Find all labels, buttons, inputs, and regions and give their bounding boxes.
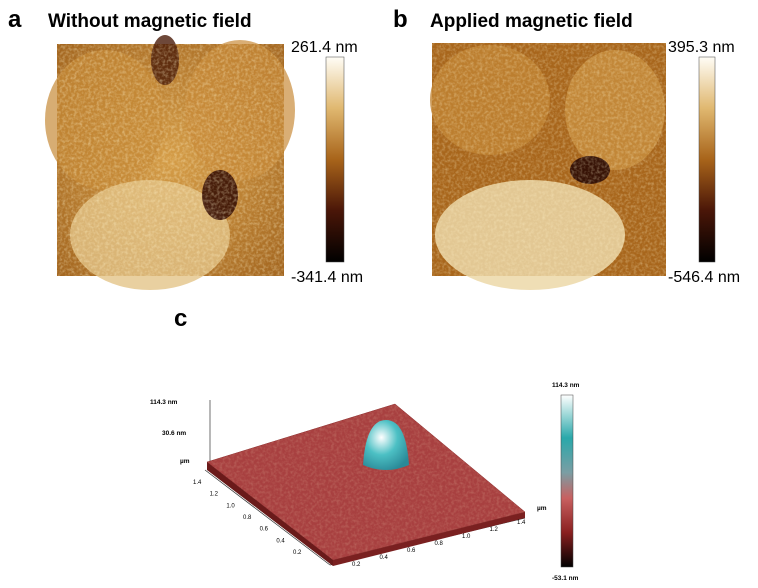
colorbar-min: -546.4 nm	[668, 269, 740, 286]
y-tick-label: 0.6	[260, 527, 269, 533]
x-tick-label: 1.0	[462, 534, 471, 540]
y-tick-label: 0.2	[293, 550, 302, 556]
y-tick-label: 1.2	[210, 492, 219, 498]
colorbar-min: -341.4 nm	[291, 269, 363, 286]
panel-letter: c	[174, 305, 187, 332]
colorbar-min: -53.1 nm	[552, 575, 579, 582]
y-tick-label: 1.0	[226, 503, 235, 509]
panel-title: Applied magnetic field	[430, 11, 633, 32]
colorbar	[699, 57, 715, 262]
x-tick-label: 1.4	[517, 520, 526, 526]
x-axis-unit: µm	[537, 505, 547, 512]
x-tick-label: 0.6	[407, 548, 416, 554]
afm-image	[45, 35, 295, 290]
y-tick-label: 0.8	[243, 515, 252, 521]
panel-letter: b	[393, 6, 408, 33]
panel-title: Without magnetic field	[48, 11, 252, 32]
afm-image	[430, 43, 666, 290]
y-tick-label: 0.4	[276, 538, 285, 544]
y-tick-label: 1.4	[193, 480, 202, 486]
z-axis-max: 114.3 nm	[150, 399, 178, 406]
x-tick-label: 0.8	[435, 541, 444, 547]
figure: a Without magnetic field 261.4 nm -341.4…	[0, 0, 758, 588]
x-tick-label: 1.2	[490, 527, 499, 533]
x-tick-label: 0.2	[352, 562, 361, 568]
z-axis-mid: 30.6 nm	[162, 430, 186, 437]
colorbar	[561, 395, 573, 567]
z-axis-unit: µm	[180, 458, 190, 465]
colorbar-max: 114.3 nm	[552, 382, 580, 389]
colorbar	[326, 57, 344, 262]
panel-letter: a	[8, 6, 22, 33]
colorbar-max: 395.3 nm	[668, 39, 735, 56]
colorbar-max: 261.4 nm	[291, 39, 358, 56]
surface-3d	[205, 400, 525, 566]
x-tick-label: 0.4	[380, 555, 389, 561]
